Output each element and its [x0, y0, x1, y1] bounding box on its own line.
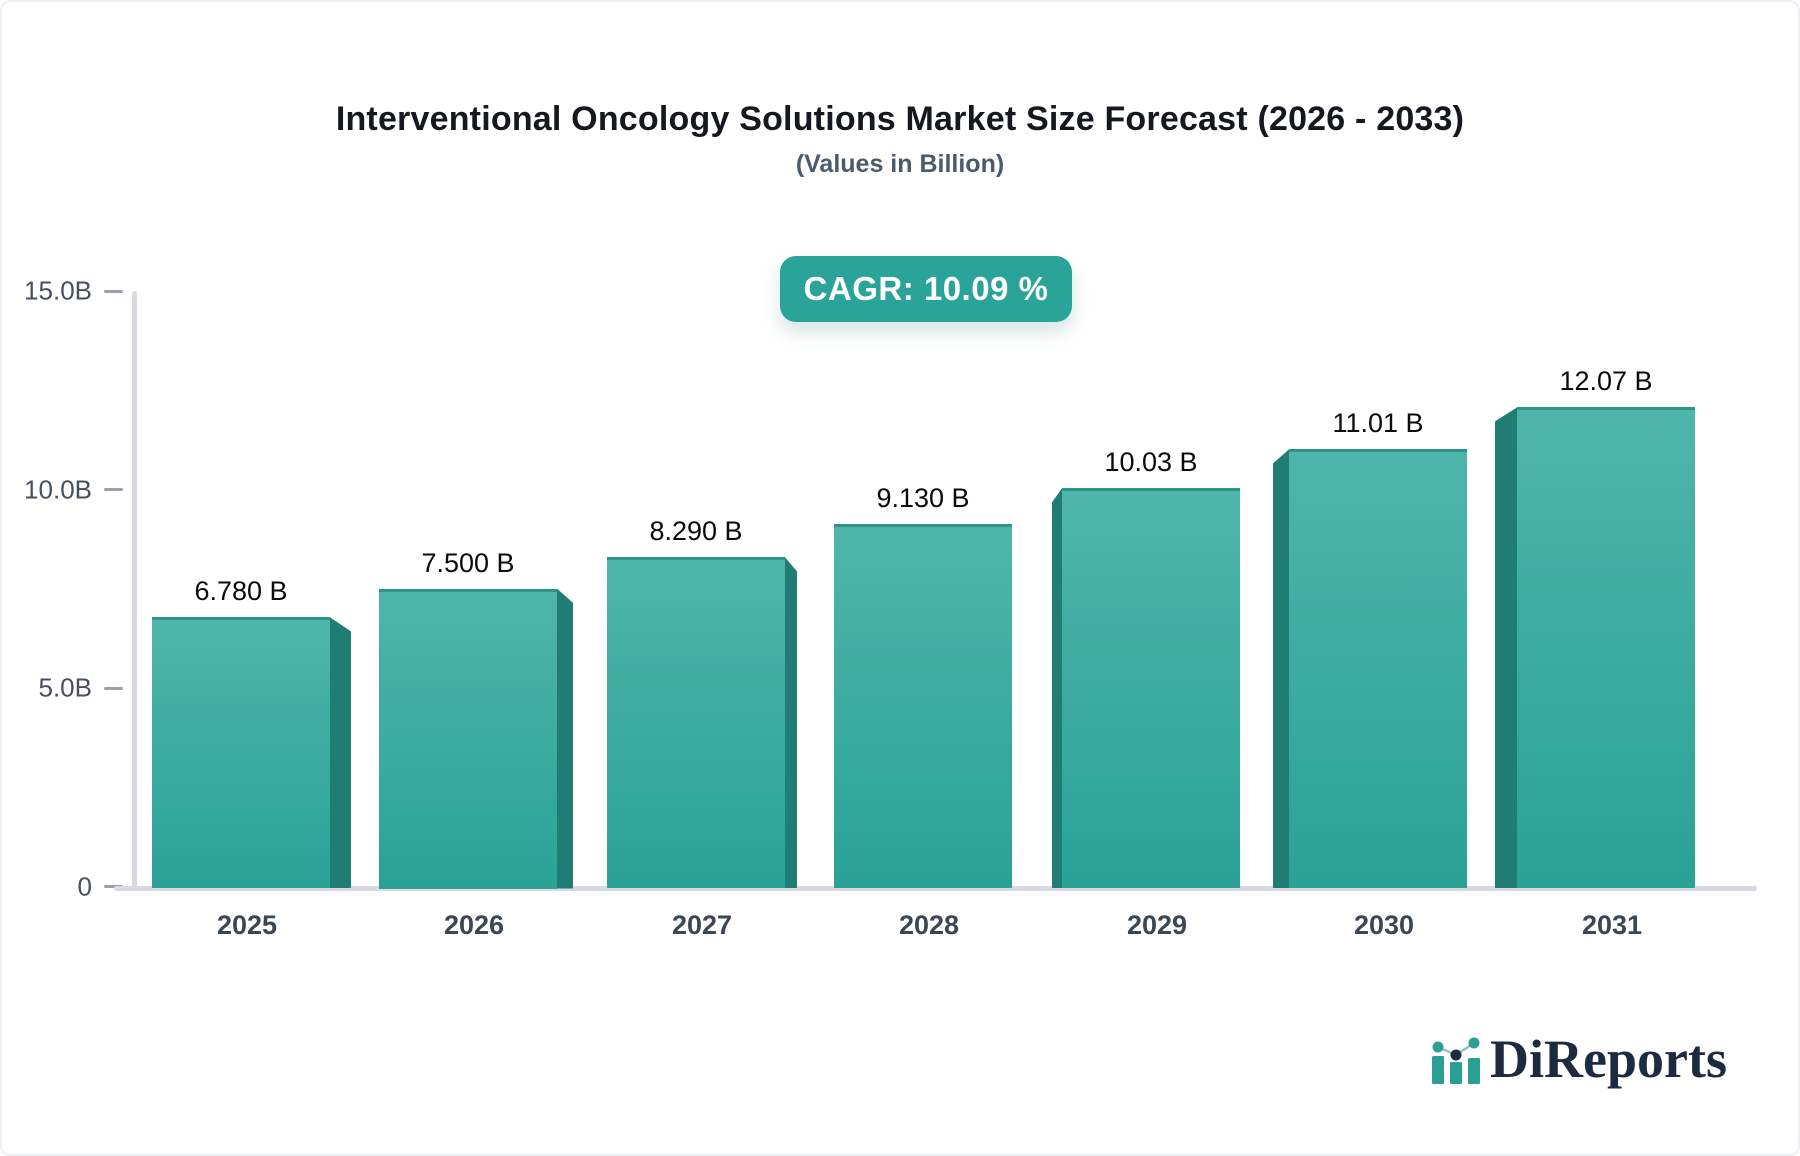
y-tick-mark [104, 885, 123, 888]
x-axis-line [114, 886, 1757, 891]
x-axis-label: 2031 [1581, 910, 1643, 940]
bar [1517, 407, 1695, 889]
bar-3d-side [557, 588, 573, 889]
bar-value-label: 8.290 B [649, 516, 743, 547]
bar-3d-side [1052, 488, 1062, 889]
brand-logo: DiReports [1430, 1030, 1727, 1086]
chart-subtitle: (Values in Billion) [795, 150, 1005, 178]
x-axis-label: 2027 [671, 910, 733, 940]
bar-3d-side [1273, 449, 1289, 889]
bar-3d-side [1495, 407, 1517, 889]
bar [1062, 488, 1240, 889]
x-axis-label: 2030 [1353, 910, 1415, 940]
bar-value-label: 9.130 B [876, 483, 970, 514]
bar-value-label: 12.07 B [1559, 366, 1653, 397]
cagr-badge-label: CAGR: 10.09 % [803, 270, 1049, 307]
brand-logo-text: DiReports [1490, 1029, 1727, 1089]
chart-title: Interventional Oncology Solutions Market… [335, 100, 1465, 138]
x-axis-label: 2025 [216, 910, 278, 940]
y-tick-label: 0 [77, 871, 92, 901]
bar-value-label: 11.01 B [1332, 408, 1424, 439]
bar-value-label: 6.780 B [194, 576, 288, 607]
y-axis-line [132, 291, 137, 888]
bar-chart-with-trend-dots-icon [1432, 1037, 1480, 1084]
bar-3d-side [330, 617, 351, 889]
bar-value-label: 7.500 B [421, 547, 515, 578]
y-tick-mark [104, 488, 123, 491]
y-tick-label: 5.0B [38, 672, 93, 703]
y-tick-label: 15.0B [24, 275, 92, 306]
y-tick-label: 10.0B [24, 474, 92, 504]
bar [1289, 449, 1467, 889]
x-axis-label: 2028 [898, 910, 960, 940]
cagr-badge: CAGR: 10.09 % [780, 256, 1072, 322]
bar [607, 557, 785, 889]
bar-3d-side [785, 557, 797, 889]
y-tick-mark [104, 686, 123, 690]
bar [834, 524, 1012, 889]
bar [152, 617, 330, 889]
y-tick-mark [104, 289, 123, 293]
x-axis-label: 2026 [443, 910, 505, 940]
x-axis-label: 2029 [1126, 910, 1188, 940]
bar-value-label: 10.03 B [1104, 447, 1198, 478]
bar [379, 588, 557, 889]
